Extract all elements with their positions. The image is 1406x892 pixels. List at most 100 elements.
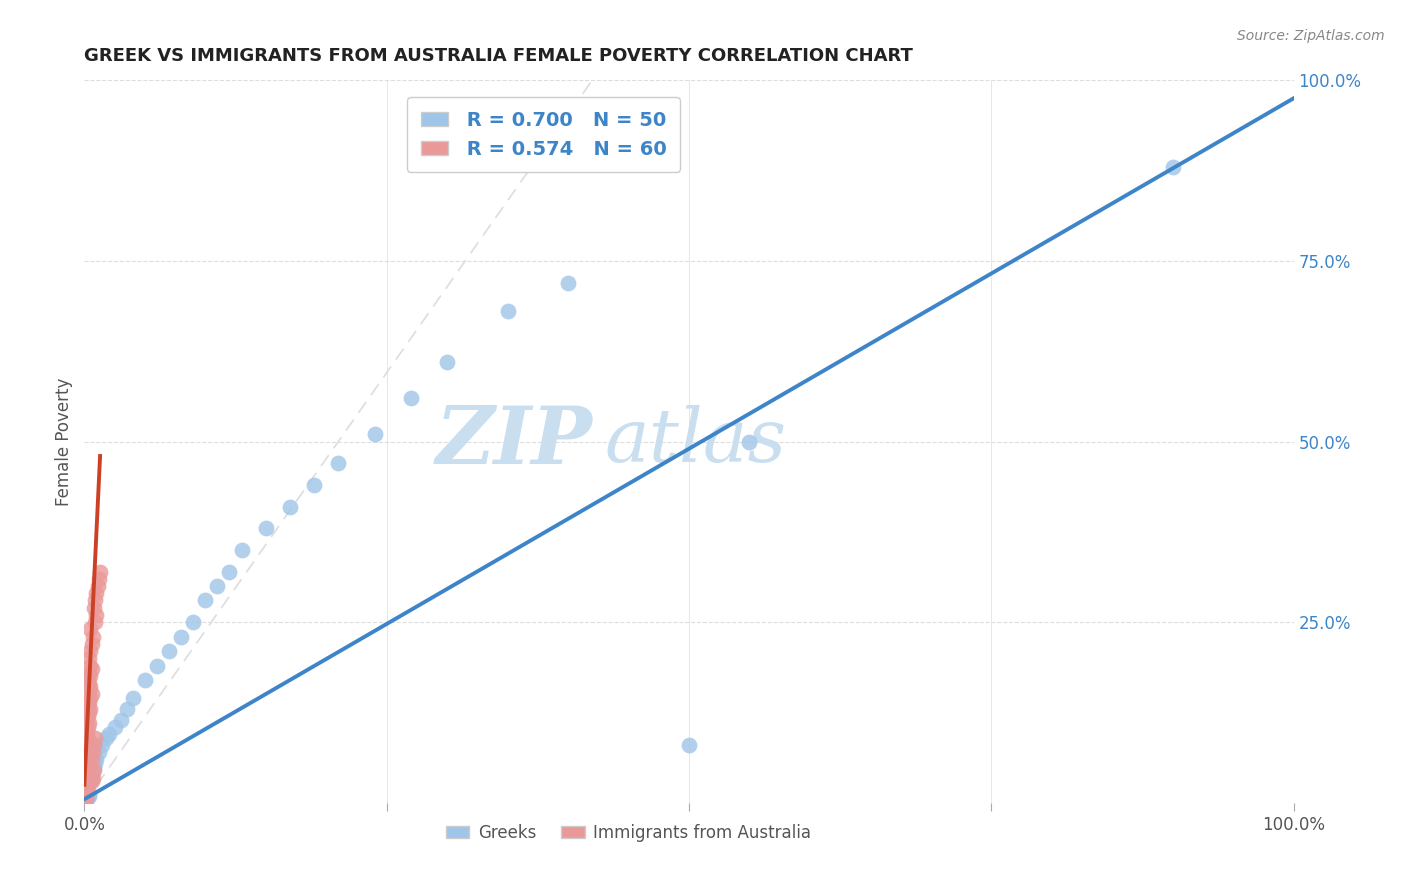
Point — [83, 600, 105, 615]
Point — [77, 789, 100, 803]
Point — [254, 521, 277, 535]
Point — [82, 745, 104, 759]
Point — [77, 731, 100, 745]
Point — [80, 774, 103, 789]
Point — [77, 772, 100, 787]
Point — [91, 738, 114, 752]
Point — [363, 427, 385, 442]
Point — [218, 565, 240, 579]
Point — [80, 662, 103, 676]
Point — [75, 727, 97, 741]
Point — [738, 434, 761, 449]
Point — [80, 637, 103, 651]
Point — [231, 542, 253, 557]
Point — [77, 695, 100, 709]
Point — [134, 673, 156, 687]
Point — [77, 775, 100, 789]
Point — [79, 669, 101, 683]
Point — [83, 738, 105, 752]
Point — [75, 764, 97, 778]
Point — [146, 658, 169, 673]
Point — [77, 665, 100, 680]
Point — [84, 731, 107, 745]
Point — [75, 781, 97, 796]
Point — [86, 579, 108, 593]
Text: Source: ZipAtlas.com: Source: ZipAtlas.com — [1237, 29, 1385, 43]
Point — [75, 771, 97, 785]
Point — [76, 785, 98, 799]
Point — [76, 760, 98, 774]
Point — [110, 713, 132, 727]
Point — [86, 752, 108, 766]
Point — [77, 767, 100, 781]
Point — [79, 680, 101, 694]
Point — [86, 607, 108, 622]
Point — [75, 781, 97, 796]
Point — [678, 738, 700, 752]
Point — [80, 767, 103, 781]
Point — [328, 456, 350, 470]
Text: GREEK VS IMMIGRANTS FROM AUSTRALIA FEMALE POVERTY CORRELATION CHART: GREEK VS IMMIGRANTS FROM AUSTRALIA FEMAL… — [84, 47, 914, 65]
Point — [87, 572, 110, 586]
Point — [79, 774, 101, 789]
Point — [80, 765, 103, 780]
Point — [436, 355, 458, 369]
Point — [84, 756, 107, 770]
Point — [75, 780, 97, 794]
Point — [79, 658, 101, 673]
Point — [82, 771, 104, 785]
Point — [79, 691, 101, 706]
Point — [77, 676, 100, 690]
Text: ZIP: ZIP — [436, 403, 592, 480]
Point — [79, 760, 101, 774]
Point — [77, 709, 100, 723]
Point — [76, 767, 98, 781]
Point — [80, 752, 103, 766]
Point — [77, 782, 100, 797]
Point — [115, 702, 138, 716]
Point — [181, 615, 204, 630]
Point — [76, 778, 98, 792]
Point — [94, 731, 117, 745]
Point — [84, 593, 107, 607]
Point — [77, 698, 100, 713]
Point — [79, 623, 101, 637]
Point — [86, 586, 108, 600]
Point — [75, 792, 97, 806]
Point — [75, 738, 97, 752]
Y-axis label: Female Poverty: Female Poverty — [55, 377, 73, 506]
Point — [87, 745, 110, 759]
Point — [557, 276, 579, 290]
Point — [77, 720, 100, 734]
Point — [157, 644, 180, 658]
Point — [76, 723, 98, 738]
Point — [1161, 160, 1184, 174]
Point — [77, 716, 100, 731]
Point — [399, 391, 422, 405]
Point — [83, 764, 105, 778]
Text: atlas: atlas — [605, 405, 786, 478]
Point — [77, 706, 100, 720]
Point — [76, 741, 98, 756]
Point — [75, 748, 97, 763]
Point — [77, 745, 100, 759]
Point — [170, 630, 193, 644]
Point — [278, 500, 301, 514]
Legend: Greeks, Immigrants from Australia: Greeks, Immigrants from Australia — [440, 817, 817, 848]
Point — [77, 778, 100, 792]
Point — [496, 304, 519, 318]
Point — [121, 691, 143, 706]
Point — [77, 756, 100, 770]
Point — [77, 673, 100, 687]
Point — [302, 478, 325, 492]
Point — [76, 713, 98, 727]
Point — [79, 644, 101, 658]
Point — [75, 789, 97, 803]
Point — [104, 720, 127, 734]
Point — [89, 565, 111, 579]
Point — [77, 787, 100, 801]
Point — [207, 579, 229, 593]
Point — [76, 790, 98, 805]
Point — [82, 764, 104, 778]
Point — [79, 702, 101, 716]
